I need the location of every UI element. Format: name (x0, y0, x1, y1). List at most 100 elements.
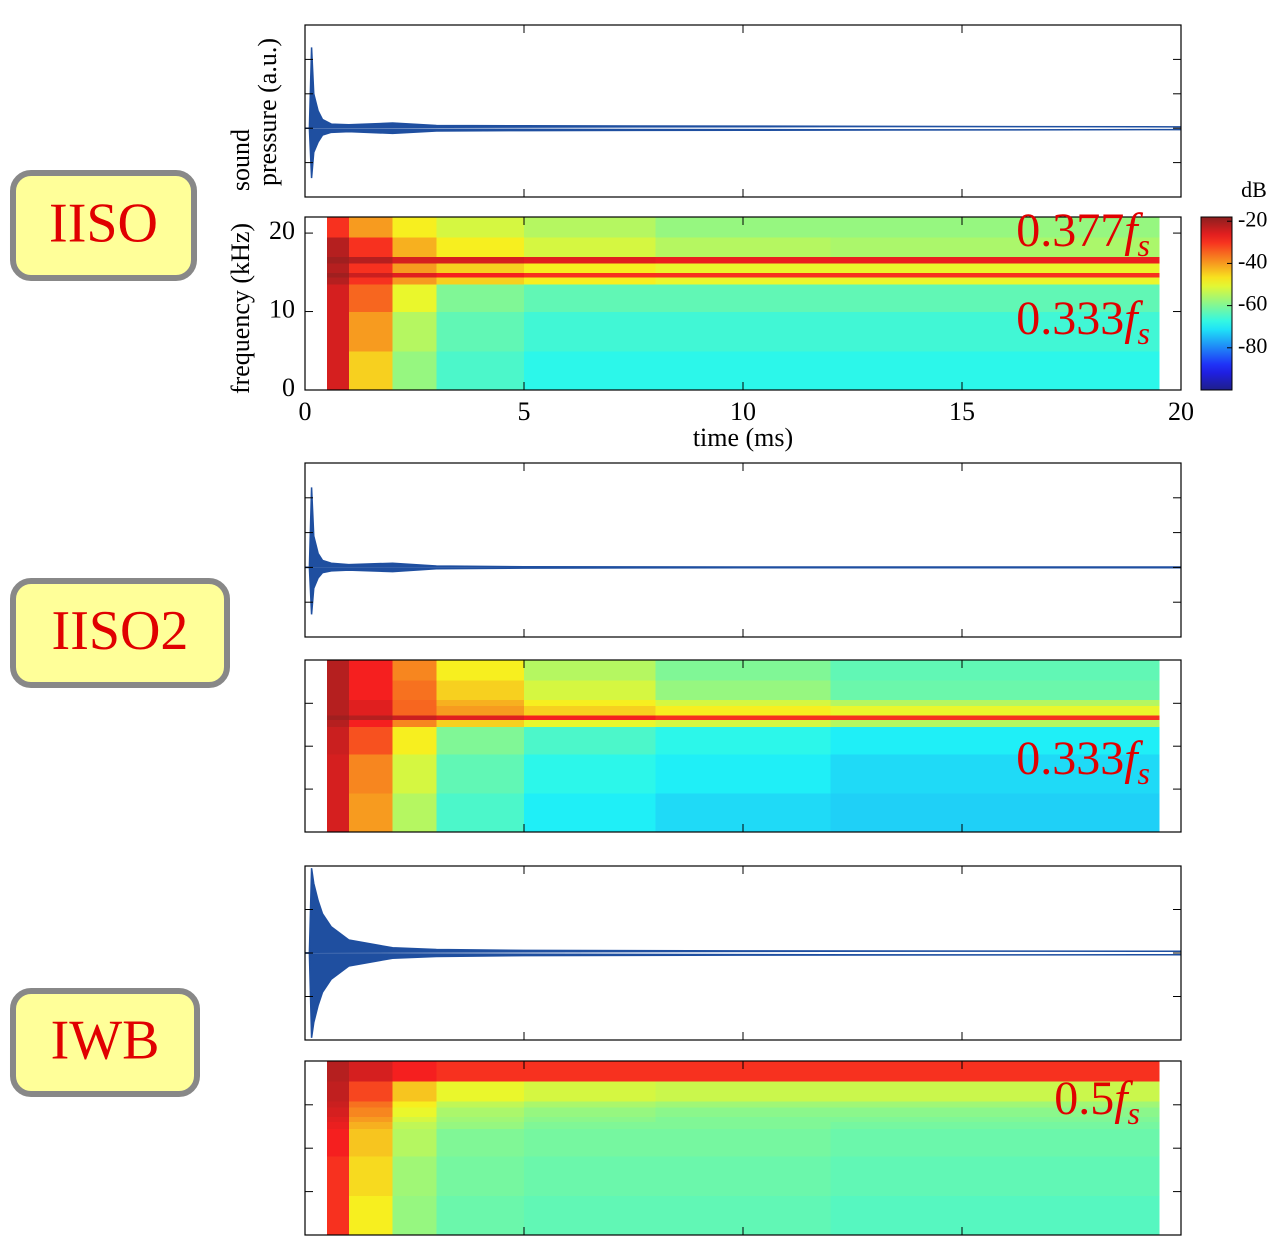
heatmap-cell (326, 679, 350, 700)
heatmap-cell (326, 1107, 350, 1118)
x-axis-label: time (ms) (693, 423, 793, 452)
heatmap-cell (436, 753, 525, 794)
y-tick-label: 20 (269, 216, 295, 245)
heatmap-cell (392, 719, 437, 728)
plot-area (305, 25, 1181, 197)
heatmap-cell (830, 1128, 1007, 1157)
heatmap-cell (392, 262, 437, 273)
heatmap-cell (392, 311, 437, 352)
heatmap-cell (655, 311, 832, 352)
heatmap-cell (655, 679, 832, 700)
heatmap-cell (392, 284, 437, 313)
heatmap-cell (326, 1156, 350, 1197)
heatmap-cell (524, 1195, 656, 1236)
annotation-coef: 0.5 (1054, 1072, 1114, 1125)
heatmap-cell (1005, 272, 1160, 278)
heatmap-cell (1005, 262, 1160, 273)
colorbar-tick-label: -20 (1238, 206, 1267, 231)
heatmap-cell (830, 1107, 1007, 1118)
heatmap-cell (348, 284, 394, 313)
heatmap-cell (392, 679, 437, 700)
heatmap-cell (326, 753, 350, 794)
heatmap-cell (436, 256, 525, 264)
heatmap-cell (392, 705, 437, 716)
heatmap-cell (524, 272, 656, 278)
heatmap-cell (348, 311, 394, 352)
x-tick-label: 0 (299, 397, 312, 426)
heatmap-cell (348, 1061, 394, 1082)
annotation: 0.377fs (1016, 204, 1150, 263)
heatmap-cell (436, 1195, 525, 1236)
plot-area (305, 463, 1181, 637)
annotation-coef: 0.333 (1016, 732, 1124, 785)
heatmap-cell (655, 1081, 832, 1102)
heatmap-cell (392, 256, 437, 264)
heatmap-cell (436, 284, 525, 313)
heatmap-cell (655, 256, 832, 264)
heatmap-cell (348, 1116, 394, 1122)
heatmap-cell (524, 679, 656, 700)
waveform (305, 868, 1182, 954)
heatmap-cell (830, 1121, 1007, 1129)
waveform (305, 487, 1181, 569)
heatmap-cell (830, 1156, 1007, 1197)
waveform (305, 952, 1182, 1038)
heatmap-cell (326, 714, 350, 721)
annotation: 0.5fs (1054, 1072, 1140, 1131)
heatmap-cell (436, 705, 525, 716)
heatmap-cell (326, 792, 350, 833)
heatmap-cell (436, 726, 525, 755)
heatmap-cell (436, 1100, 525, 1108)
heatmap-cell (524, 714, 656, 721)
heatmap-cell (830, 311, 1007, 352)
heatmap-cell (348, 1128, 394, 1157)
heatmap-cell (436, 792, 525, 833)
heatmap-cell (830, 714, 1007, 721)
heatmap-cell (348, 705, 394, 716)
heatmap-cell (655, 237, 832, 258)
annotation-sub: s (1138, 315, 1150, 351)
heatmap-cell (830, 272, 1007, 278)
heatmap-cell (392, 217, 437, 238)
heatmap-cell (1005, 1121, 1160, 1129)
heatmap-cell (830, 217, 1007, 238)
heatmap-cell (348, 679, 394, 700)
heatmap-cell (392, 1116, 437, 1122)
heatmap-cell (392, 1121, 437, 1129)
heatmap-cell (524, 284, 656, 313)
heatmap-cell (326, 660, 350, 681)
heatmap-cell (392, 277, 437, 285)
heatmap-cell (830, 237, 1007, 258)
heatmap-cell (524, 1107, 656, 1118)
heatmap-cell (326, 277, 350, 285)
heatmap-cell (348, 277, 394, 285)
annotation: 0.333fs (1016, 732, 1150, 791)
heatmap-cell (326, 311, 350, 352)
annotation-sub: s (1138, 755, 1150, 791)
heatmap-cell (326, 262, 350, 273)
heatmap-cell (392, 1128, 437, 1157)
heatmap-cell (830, 1100, 1007, 1108)
waveform (305, 566, 1181, 615)
heatmap-cell (326, 217, 350, 238)
heatmap-cell (348, 237, 394, 258)
heatmap-cell (326, 1061, 350, 1082)
heatmap-cell (326, 237, 350, 258)
heatmap-cell (348, 726, 394, 755)
heatmap-cell (524, 753, 656, 794)
heatmap-cell (524, 1128, 656, 1157)
panel-label-box (10, 578, 230, 688)
heatmap-cell (348, 217, 394, 238)
heatmap-cell (1005, 284, 1160, 313)
heatmap-cell (348, 1121, 394, 1129)
heatmap-cell (524, 792, 656, 833)
heatmap-cell (436, 311, 525, 352)
panel-label: IWB (51, 1009, 160, 1071)
y-axis-label: sound (226, 129, 255, 191)
heatmap-cell (524, 217, 656, 238)
heatmap-cell (348, 262, 394, 273)
heatmap-cell (655, 753, 832, 794)
heatmap-cell (1005, 660, 1160, 681)
heatmap-cell (1005, 792, 1160, 833)
heatmap-cell (1005, 1100, 1160, 1108)
